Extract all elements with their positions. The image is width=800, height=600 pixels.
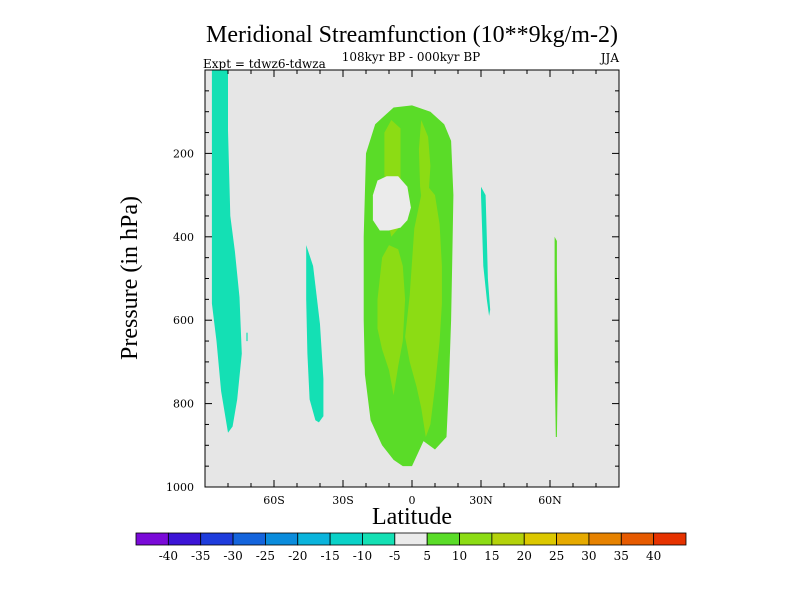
y-tick-label: 800 xyxy=(173,398,194,411)
colorbar-swatch xyxy=(426,532,460,546)
x-axis-label: Latitude xyxy=(372,504,452,530)
colorbar-label: 10 xyxy=(452,549,467,563)
contour-pos-core-east xyxy=(405,186,442,437)
contour-pos-sliver-62n xyxy=(554,236,558,437)
colorbar-swatch xyxy=(523,532,557,546)
colorbar-label: -35 xyxy=(191,549,210,563)
contour-neg-sliver-70s xyxy=(246,332,248,342)
x-tick-label: 60N xyxy=(538,494,562,507)
colorbar-swatch xyxy=(556,532,590,546)
y-tick-label: 1000 xyxy=(166,481,194,494)
y-tick-label: 400 xyxy=(173,231,194,244)
axis-ticks xyxy=(204,69,620,488)
colorbar-labels: -40 -35 -30 -25 -20 -15 -10 -5 5 10 15 20 25 30 35 40 xyxy=(159,549,662,563)
colorbar xyxy=(135,532,687,546)
x-tick-label: 30S xyxy=(332,494,354,507)
x-tick-label: 30N xyxy=(469,494,493,507)
x-tick-label: 0 xyxy=(409,494,416,507)
y-tick-label: 200 xyxy=(173,147,194,160)
colorbar-swatch xyxy=(167,532,202,546)
colorbar-label: 5 xyxy=(423,549,431,563)
colorbar-swatch xyxy=(362,532,396,546)
contour-neg-band-30n xyxy=(481,186,491,316)
y-axis-label: Pressure (in hPa) xyxy=(117,196,143,360)
colorbar-label: -25 xyxy=(256,549,275,563)
colorbar-swatch xyxy=(588,532,622,546)
colorbar-swatch xyxy=(653,532,687,546)
colorbar-swatch xyxy=(394,532,428,546)
colorbar-swatch xyxy=(200,532,234,546)
colorbar-swatch xyxy=(265,532,299,546)
colorbar-label: -5 xyxy=(389,549,401,563)
colorbar-swatch xyxy=(459,532,493,546)
season-label: JJA xyxy=(599,51,620,65)
contour-pos-core-central xyxy=(377,245,406,396)
colorbar-swatch xyxy=(491,532,525,546)
x-tick-labels: 60S 30S 0 30N 60N xyxy=(263,494,562,507)
colorbar-swatch xyxy=(329,532,363,546)
colorbar-label: 40 xyxy=(646,549,661,563)
y-tick-label: 600 xyxy=(173,314,194,327)
contour-regions xyxy=(211,70,558,467)
colorbar-swatch xyxy=(620,532,655,546)
colorbar-swatch xyxy=(135,532,169,546)
contour-neg-band-45s xyxy=(306,245,324,423)
colorbar-label: 20 xyxy=(517,549,532,563)
colorbar-label: -10 xyxy=(353,549,372,563)
experiment-label: Expt = tdwz6-tdwza xyxy=(203,57,326,71)
contour-neutral-hole xyxy=(372,176,411,231)
contour-neg-band-south-polar xyxy=(211,70,242,433)
colorbar-label: -30 xyxy=(223,549,242,563)
chart-subtitle: 108kyr BP - 000kyr BP xyxy=(342,50,480,64)
colorbar-label: -15 xyxy=(320,549,339,563)
colorbar-label: -40 xyxy=(159,549,178,563)
x-tick-label: 60S xyxy=(263,494,285,507)
colorbar-swatch xyxy=(297,532,331,546)
colorbar-label: 35 xyxy=(614,549,629,563)
colorbar-label: 15 xyxy=(484,549,499,563)
colorbar-label: 30 xyxy=(581,549,596,563)
chart-title: Meridional Streamfunction (10**9kg/m-2) xyxy=(206,22,618,48)
colorbar-label: -20 xyxy=(288,549,307,563)
colorbar-label: 25 xyxy=(549,549,564,563)
colorbar-swatch xyxy=(232,532,266,546)
y-tick-labels: 200 400 600 800 1000 xyxy=(166,147,194,494)
